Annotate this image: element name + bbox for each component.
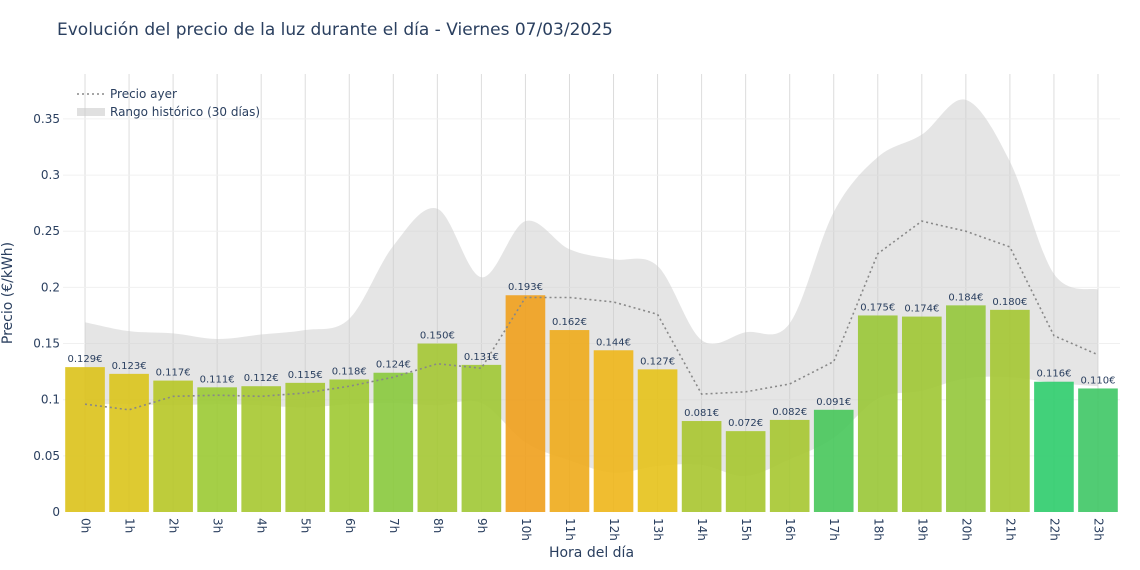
bar-2h <box>153 380 193 512</box>
bar-5h <box>285 382 326 512</box>
x-tick-label: 18h <box>871 518 885 541</box>
x-tick-label: 10h <box>519 518 533 541</box>
x-tick-label: 3h <box>211 518 225 533</box>
x-tick-label: 5h <box>299 518 313 533</box>
yesterday-price-polyline <box>84 220 1099 411</box>
x-tick-label: 11h <box>563 518 577 541</box>
bar-22h <box>1034 381 1074 512</box>
bar-label-5h: 0.115€ <box>288 370 323 381</box>
bar-label-4h: 0.112€ <box>244 373 279 384</box>
legend-yesterday-label: Precio ayer <box>110 87 177 101</box>
bar-14h <box>681 421 722 512</box>
yesterday-price-line <box>84 220 1099 411</box>
bar-label-19h: 0.174€ <box>904 304 939 315</box>
bar-value-labels: 0.129€ 0.123€ 0.117€ 0.111€ 0.112€ 0.115€ 0.11… <box>68 282 1116 429</box>
x-tick-label: 9h <box>475 518 489 533</box>
x-tick-label: 1h <box>123 518 137 533</box>
x-tick-label: 13h <box>651 518 665 541</box>
bar-19h <box>901 316 942 512</box>
x-tick-label: 23h <box>1091 518 1105 541</box>
bar-label-16h: 0.082€ <box>772 407 807 418</box>
x-tick-label: 8h <box>431 518 445 533</box>
y-tick-label: 0.35 <box>33 112 60 126</box>
y-tick-label: 0.25 <box>33 224 60 238</box>
bar-label-11h: 0.162€ <box>552 317 587 328</box>
x-tick-label: 0h <box>79 518 93 533</box>
bar-label-2h: 0.117€ <box>156 368 191 379</box>
legend-range-swatch <box>77 108 105 116</box>
x-tick-label: 6h <box>343 518 357 533</box>
bar-21h <box>990 309 1030 512</box>
bar-label-12h: 0.144€ <box>596 337 631 348</box>
bar-label-9h: 0.131€ <box>464 352 499 363</box>
x-tick-label: 16h <box>783 518 797 541</box>
bar-9h <box>461 364 502 512</box>
x-tick-label: 19h <box>915 518 929 541</box>
legend-range-label: Rango histórico (30 días) <box>110 105 260 119</box>
bar-20h <box>946 305 986 512</box>
bars-layer <box>65 295 1118 512</box>
bar-16h <box>769 419 810 512</box>
y-tick-label: 0.2 <box>41 280 60 294</box>
y-axis-title: Precio (€/kWh) <box>0 242 16 344</box>
y-tick-label: 0 <box>52 505 60 519</box>
bar-13h <box>637 369 678 512</box>
bar-4h <box>241 386 282 512</box>
bar-1h <box>109 373 149 512</box>
x-tick-label: 7h <box>387 518 401 533</box>
y-tick-label: 0.05 <box>33 449 60 463</box>
bar-label-22h: 0.116€ <box>1036 369 1071 380</box>
bar-11h <box>549 330 590 512</box>
bar-label-23h: 0.110€ <box>1080 375 1115 386</box>
bar-15h <box>725 431 766 512</box>
x-tick-label: 21h <box>1003 518 1017 541</box>
legend[interactable]: Precio ayer Rango histórico (30 días) <box>77 87 260 119</box>
y-tick-label: 0.15 <box>33 337 60 351</box>
y-tick-label: 0.1 <box>41 393 60 407</box>
x-tick-label: 2h <box>167 518 181 533</box>
x-tick-label: 12h <box>607 518 621 541</box>
bar-label-3h: 0.111€ <box>200 374 235 385</box>
bar-12h <box>593 350 634 512</box>
bar-3h <box>197 387 237 512</box>
bar-10h <box>505 295 546 512</box>
x-tick-label: 4h <box>255 518 269 533</box>
x-tick-label: 15h <box>739 518 753 541</box>
bar-label-15h: 0.072€ <box>728 418 763 429</box>
chart-title: Evolución del precio de la luz durante e… <box>57 20 613 40</box>
bar-17h <box>813 409 854 512</box>
bar-label-1h: 0.123€ <box>112 361 147 372</box>
bar-label-10h: 0.193€ <box>508 282 543 293</box>
x-tick-label: 14h <box>695 518 709 541</box>
bar-18h <box>857 315 898 512</box>
bar-8h <box>417 343 458 512</box>
bar-label-8h: 0.150€ <box>420 331 455 342</box>
bar-23h <box>1078 388 1118 512</box>
bar-label-6h: 0.118€ <box>332 366 367 377</box>
bar-6h <box>329 379 370 512</box>
bar-label-21h: 0.180€ <box>992 297 1027 308</box>
bar-label-17h: 0.091€ <box>816 397 851 408</box>
bar-label-20h: 0.184€ <box>948 292 983 303</box>
bar-7h <box>373 372 414 512</box>
x-tick-label: 17h <box>827 518 841 541</box>
x-tick-label: 22h <box>1047 518 1061 541</box>
bar-label-13h: 0.127€ <box>640 356 675 367</box>
axis-ticks: 0 0.05 0.1 0.15 0.2 0.25 0.3 0.35 0h 1h 2h 3h 4h 5h 6h… <box>33 112 1105 541</box>
bar-label-18h: 0.175€ <box>860 302 895 313</box>
bar-0h <box>65 367 105 512</box>
y-tick-label: 0.3 <box>41 168 60 182</box>
bar-label-14h: 0.081€ <box>684 408 719 419</box>
x-tick-label: 20h <box>959 518 973 541</box>
bar-label-0h: 0.129€ <box>68 354 103 365</box>
bar-label-7h: 0.124€ <box>376 360 411 371</box>
x-axis-title: Hora del día <box>549 545 634 561</box>
